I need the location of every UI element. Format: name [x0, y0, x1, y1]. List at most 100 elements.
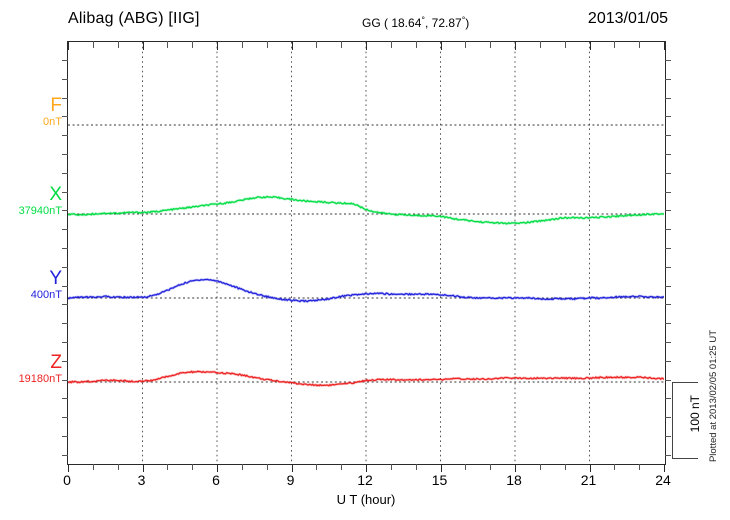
y-axis-tick-right: [665, 454, 671, 456]
x-axis-tick-top: [316, 41, 318, 48]
plotted-at-timestamp: Plotted at 2013/02/05 01:25 UT: [708, 330, 719, 463]
y-axis-tick-right: [665, 266, 671, 268]
x-axis-tick-top: [142, 41, 144, 50]
y-axis-tick: [62, 379, 68, 381]
x-axis-tick-top: [217, 41, 218, 50]
x-axis-tick-top: [564, 41, 566, 48]
x-axis-tick-minor: [316, 464, 318, 470]
x-axis-tick-label: 6: [212, 472, 220, 488]
x-axis-tick-top: [92, 41, 94, 48]
y-axis-tick-right: [665, 398, 671, 400]
x-axis-tick-top: [68, 41, 69, 50]
x-axis-tick-minor: [465, 464, 467, 470]
x-axis-tick-major: [664, 464, 665, 472]
x-axis-tick-minor: [490, 464, 492, 470]
y-axis-tick: [62, 342, 68, 343]
x-axis-tick-top: [266, 41, 268, 48]
component-baseline-x: 37940nT: [18, 205, 62, 217]
y-axis-tick: [62, 154, 68, 155]
y-axis-tick: [62, 229, 68, 231]
scale-bar: [672, 382, 698, 459]
y-axis-tick-right: [665, 342, 671, 343]
y-axis-tick-right: [665, 304, 671, 306]
y-axis-tick-right: [665, 210, 671, 212]
x-axis-tick-top: [167, 41, 169, 48]
x-axis-tick-top: [664, 41, 665, 50]
x-axis-tick-top: [390, 41, 392, 48]
degree-symbol-icon: °: [461, 15, 466, 25]
scale-bar-bottom-cap: [672, 458, 698, 459]
y-axis-tick-right: [665, 379, 671, 381]
x-axis-tick-major: [68, 464, 69, 472]
y-axis-tick: [62, 78, 68, 80]
station-title: Alibag (ABG) [IIG]: [68, 10, 200, 27]
geo-coords-lon: , 72.87: [424, 16, 462, 30]
component-baseline-f: 0nT: [43, 116, 62, 128]
y-axis-tick: [62, 266, 68, 268]
trace-x: [68, 195, 664, 225]
x-axis-tick-minor: [614, 464, 616, 470]
x-axis-tick-label: 0: [63, 472, 71, 488]
x-axis-tick-label: 9: [286, 472, 295, 488]
y-axis-tick-right: [665, 116, 671, 118]
x-axis-tick-minor: [539, 464, 541, 470]
observation-date: 2013/01/05: [587, 10, 668, 27]
x-axis-tick-top: [614, 41, 616, 48]
x-axis-tick-top: [539, 41, 541, 48]
component-label-z: Z 19180nT: [0, 353, 62, 386]
x-axis-tick-top: [366, 41, 367, 50]
x-axis-tick-major: [142, 464, 144, 472]
y-axis-tick: [62, 398, 68, 400]
x-axis-tick-minor: [415, 464, 417, 470]
x-axis-tick-top: [515, 41, 516, 50]
y-axis-tick: [62, 454, 68, 456]
x-axis-tick-top: [490, 41, 492, 48]
y-axis-tick: [62, 323, 68, 325]
x-axis-tick-minor: [192, 464, 194, 470]
x-axis-tick-top: [341, 41, 343, 48]
y-axis-tick: [62, 210, 68, 212]
y-axis-tick: [62, 172, 68, 174]
y-axis-tick: [62, 417, 68, 419]
scale-bar-label: 100 nT: [688, 395, 702, 433]
x-axis-title: U T (hour): [336, 492, 396, 507]
y-axis-tick-right: [665, 191, 671, 193]
trace-canvas: [68, 42, 664, 463]
y-axis-tick: [62, 285, 68, 287]
y-axis-tick: [62, 135, 68, 137]
y-axis-tick-right: [665, 248, 671, 249]
x-axis-tick-minor: [117, 464, 119, 470]
x-axis-tick-top: [415, 41, 417, 48]
y-axis-tick-right: [665, 436, 671, 437]
component-letter-z: Z: [50, 352, 62, 373]
y-axis-tick: [62, 436, 68, 437]
y-axis-tick: [62, 248, 68, 249]
y-axis-tick-right: [665, 285, 671, 287]
x-axis-tick-minor: [167, 464, 169, 470]
y-axis-tick-right: [665, 229, 671, 231]
y-axis-tick: [62, 191, 68, 193]
scale-bar-stem: [672, 382, 673, 459]
x-axis-tick-top: [117, 41, 119, 48]
y-axis-tick-right: [665, 60, 671, 61]
y-axis-tick: [62, 97, 68, 99]
x-axis-tick-minor: [390, 464, 392, 470]
geo-coords-close: ): [465, 16, 470, 30]
x-axis-tick-label: 3: [137, 472, 146, 488]
y-axis-tick-right: [665, 97, 671, 99]
y-axis-tick: [62, 60, 68, 61]
component-letter-x: X: [49, 184, 62, 205]
component-baseline-z: 19180nT: [18, 373, 62, 385]
x-axis-tick-minor: [241, 464, 243, 470]
x-axis-tick-top: [639, 41, 641, 48]
y-axis-tick-right: [665, 360, 671, 362]
x-axis-tick-major: [291, 464, 293, 472]
x-axis-tick-minor: [92, 464, 94, 470]
degree-symbol-icon: °: [421, 15, 425, 25]
x-axis-tick-major: [217, 464, 218, 472]
x-axis-tick-top: [291, 41, 293, 50]
x-axis-tick-minor: [564, 464, 566, 470]
trace-y: [68, 278, 664, 303]
x-axis-tick-minor: [266, 464, 268, 470]
